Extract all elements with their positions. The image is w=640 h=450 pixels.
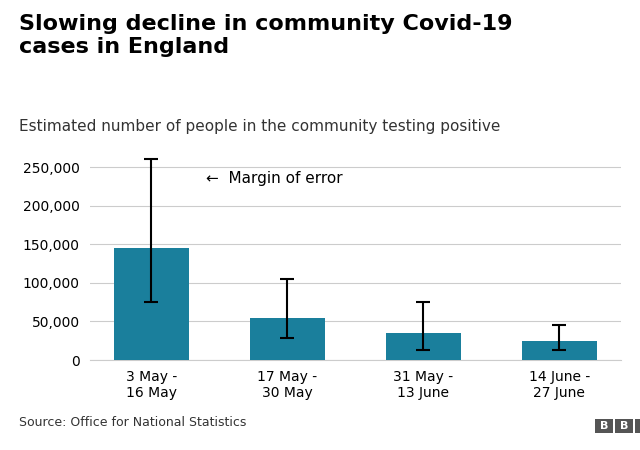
- Text: ←  Margin of error: ← Margin of error: [207, 171, 343, 186]
- Bar: [250, 318, 324, 360]
- Text: Source: Office for National Statistics: Source: Office for National Statistics: [19, 417, 246, 429]
- Bar: [114, 248, 189, 360]
- Text: B: B: [620, 421, 628, 431]
- Text: Slowing decline in community Covid-19
cases in England: Slowing decline in community Covid-19 ca…: [19, 14, 513, 57]
- Bar: [522, 341, 596, 360]
- Text: B: B: [600, 421, 609, 431]
- Text: Estimated number of people in the community testing positive: Estimated number of people in the commun…: [19, 119, 500, 134]
- Bar: [386, 333, 461, 360]
